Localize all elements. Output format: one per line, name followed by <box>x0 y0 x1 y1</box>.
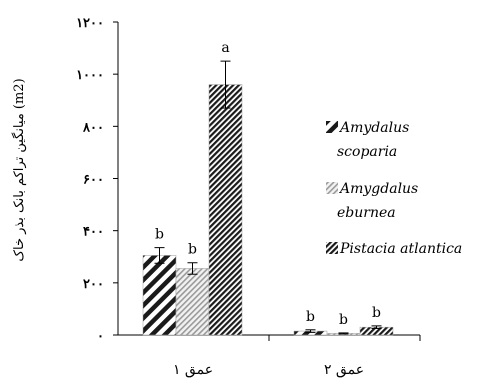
legend-label: Amydalus <box>338 120 409 136</box>
x-tick-label: عمق ۱ <box>173 362 213 378</box>
significance-labels: b b a b b b <box>155 40 381 328</box>
legend-item: Amydalus scoparia <box>326 120 409 160</box>
legend-swatch <box>326 242 338 254</box>
significance-label: b <box>372 305 381 321</box>
significance-label: b <box>306 309 315 325</box>
y-tick-label: ۶۰۰ <box>83 173 104 188</box>
error-bars <box>154 60 382 335</box>
y-tick-label: ۰ <box>97 329 104 344</box>
legend-label: eburnea <box>337 205 396 221</box>
significance-label: a <box>221 40 229 56</box>
legend-item: Pistacia atlantica <box>326 241 462 257</box>
significance-label: b <box>188 242 197 258</box>
significance-label: b <box>155 227 164 243</box>
y-ticks: ۰ ۲۰۰ ۴۰۰ ۶۰۰ ۸۰۰ ۱۰۰۰ ۱۲۰۰ <box>76 16 118 344</box>
legend-label: scoparia <box>337 144 397 160</box>
legend: Amydalus scoparia Amygdalus eburnea Pist… <box>326 120 462 257</box>
legend-swatch <box>326 182 338 194</box>
y-tick-label: ۴۰۰ <box>83 225 104 240</box>
legend-label: Pistacia atlantica <box>339 241 462 257</box>
legend-item: Amygdalus eburnea <box>326 181 418 221</box>
x-ticks: عمق ۱ عمق ۲ <box>173 362 364 378</box>
bar <box>175 268 210 336</box>
y-tick-label: ۱۰۰۰ <box>76 68 104 83</box>
bar <box>142 255 177 336</box>
y-tick-label: ۸۰۰ <box>82 120 104 135</box>
y-axis-title: میانگین تراکم بانک بذر خاک (m2) <box>11 78 27 261</box>
y-tick-label: ۲۰۰ <box>83 277 104 292</box>
bars <box>142 84 394 336</box>
legend-label: Amygdalus <box>338 181 418 197</box>
y-tick-label: ۱۲۰۰ <box>76 16 104 31</box>
legend-swatch <box>326 121 338 133</box>
bar <box>208 84 243 336</box>
x-tick-label: عمق ۲ <box>324 362 364 378</box>
significance-label: b <box>339 312 348 328</box>
